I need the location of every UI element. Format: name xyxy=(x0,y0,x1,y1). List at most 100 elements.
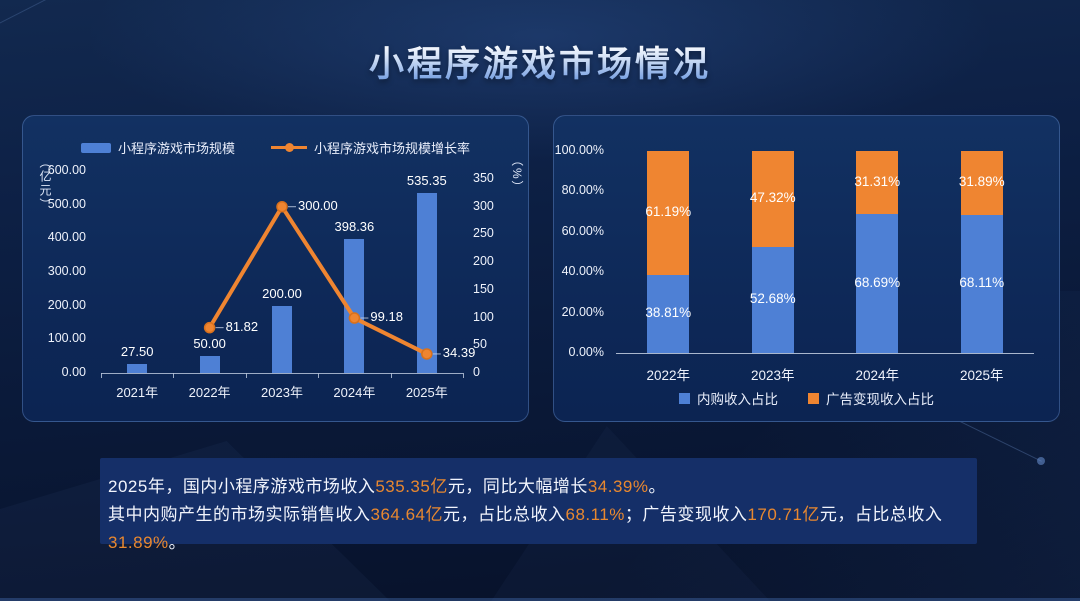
summary-text: 。 xyxy=(648,477,666,496)
summary-text: 2025年，国内小程序游戏市场收入 xyxy=(108,477,376,496)
summary-text: 元，占比总收入 xyxy=(443,505,566,524)
y-axis-tick: 20.00% xyxy=(561,304,604,319)
stacked-chart-plot: 100.00% 80.00% 60.00% 40.00% 20.00% 0.00% 2022… xyxy=(554,116,1059,421)
iap-series-swatch xyxy=(679,392,690,404)
y-axis-tick-left: 100.00 xyxy=(47,331,86,346)
legend-item-ad-share: 广告变现收入占比 xyxy=(808,388,934,408)
right-chart-legend: 内购收入占比 广告变现收入占比 xyxy=(554,388,1059,408)
market-size-bar xyxy=(127,363,148,373)
y-axis-tick-right: 0 xyxy=(473,365,480,379)
x-axis-label: 2022年 xyxy=(646,368,691,383)
y-axis-tick-right: 50 xyxy=(473,337,487,352)
ad-share-segment xyxy=(647,151,690,275)
x-axis-label: 2022年 xyxy=(188,385,231,400)
left-chart-legend: 小程序游戏市场规模 小程序游戏市场规模增长率 xyxy=(23,138,528,157)
bar-value-label: 398.36 xyxy=(334,218,375,234)
x-axis-line xyxy=(101,373,463,374)
revenue-share-chart-panel: 100.00% 80.00% 60.00% 40.00% 20.00% 0.00% 2022… xyxy=(553,115,1060,422)
x-axis-tickmark xyxy=(101,373,102,378)
line-swatch-dot xyxy=(285,143,294,152)
legend-label: 小程序游戏市场规模 xyxy=(117,141,235,156)
x-axis-tickmark xyxy=(318,373,320,378)
x-axis-label: 2024年 xyxy=(855,368,900,383)
y-axis-tick: 40.00% xyxy=(561,264,604,279)
y-axis-tick: 60.00% xyxy=(561,223,604,238)
summary-text: 。 xyxy=(168,533,187,552)
y-axis-tick-left: 400.00 xyxy=(47,230,86,245)
x-axis-label: 2024年 xyxy=(333,385,376,400)
line-value-label: 300.00 xyxy=(298,197,338,213)
line-point-marker xyxy=(203,321,216,334)
bar-value-label: 50.00 xyxy=(193,336,226,352)
y-axis-tick: 0.00% xyxy=(568,345,604,359)
x-axis-label: 2023年 xyxy=(750,368,795,383)
legend-label: 内购收入占比 xyxy=(697,392,778,407)
x-axis-tickmark xyxy=(390,373,392,378)
line-value-label: 34.39 xyxy=(442,344,476,360)
ad-share-segment xyxy=(856,151,899,215)
iap-share-segment xyxy=(960,215,1003,353)
summary-line-2: 其中内购产生的市场实际销售收入364.64亿元，占比总收入68.11%；广告变现… xyxy=(108,501,969,557)
iap-share-label: 52.68% xyxy=(749,290,796,306)
bar-value-label: 200.00 xyxy=(262,285,302,301)
x-axis-label: 2025年 xyxy=(959,368,1004,383)
legend-item-iap-share: 内购收入占比 xyxy=(679,388,778,408)
y-axis-tick-left: 300.00 xyxy=(47,264,86,278)
x-axis-line xyxy=(616,353,1034,354)
market-size-bar xyxy=(272,305,292,373)
y-axis-tick-right: 350 xyxy=(473,171,494,185)
y-axis-tick-left: 200.00 xyxy=(47,297,86,312)
market-size-bar xyxy=(416,192,437,373)
summary-text: 其中内购产生的市场实际销售收入 xyxy=(108,505,371,524)
summary-highlight: 31.89% xyxy=(108,533,169,552)
legend-item-market-size: 小程序游戏市场规模 xyxy=(80,138,235,157)
y-axis-tick-right: 250 xyxy=(473,226,494,241)
ad-share-label: 31.31% xyxy=(854,173,901,189)
x-axis-label: 2023年 xyxy=(261,385,303,400)
decor-bottom-strip xyxy=(0,598,1080,601)
market-size-bar xyxy=(344,238,365,373)
decor-dot xyxy=(1037,457,1045,465)
x-axis-label: 2025年 xyxy=(405,385,448,400)
ad-share-label: 47.32% xyxy=(749,189,796,205)
iap-share-segment xyxy=(856,214,899,353)
legend-label: 广告变现收入占比 xyxy=(826,392,934,407)
iap-share-label: 68.69% xyxy=(854,274,901,290)
x-axis-tickmark xyxy=(245,373,247,378)
bar-value-label: 27.50 xyxy=(120,343,154,359)
y-axis-tick-right: 300 xyxy=(473,198,494,213)
legend-item-growth-rate: 小程序游戏市场规模增长率 xyxy=(271,138,470,157)
y-axis-tick-left: 0.00 xyxy=(61,365,86,379)
combo-chart-plot: 600.00 500.00 400.00 300.00 200.00 100.00 0.00… xyxy=(23,116,528,421)
iap-share-label: 38.81% xyxy=(645,304,692,320)
iap-share-label: 68.11% xyxy=(959,275,1005,291)
page-title: 小程序游戏市场情况 xyxy=(0,36,1080,87)
summary-text: 元，同比大幅增长 xyxy=(447,477,588,496)
ad-share-segment xyxy=(751,151,794,247)
right-axis-unit-label: （%） xyxy=(510,154,524,195)
decor-line xyxy=(0,0,209,31)
y-axis-tick-left: 600.00 xyxy=(47,163,86,177)
iap-share-segment xyxy=(751,246,794,353)
line-series-swatch xyxy=(271,143,307,152)
bar-series-swatch xyxy=(80,142,111,153)
y-axis-tick: 100.00% xyxy=(554,143,604,157)
market-size-chart-panel: 小程序游戏市场规模 小程序游戏市场规模增长率 （亿元） （%） 600.00 50… xyxy=(22,115,529,422)
x-axis-tickmark xyxy=(173,373,175,378)
ad-share-label: 61.19% xyxy=(645,203,692,219)
summary-text: ；广告变现收入 xyxy=(624,505,748,524)
x-axis-label: 2021年 xyxy=(116,385,159,400)
summary-highlight: 364.64亿 xyxy=(370,505,443,524)
x-axis-tickmark xyxy=(463,373,464,378)
summary-text: 元，占比总收入 xyxy=(819,505,943,524)
summary-highlight: 170.71亿 xyxy=(747,505,820,524)
ad-share-segment xyxy=(960,151,1003,216)
line-value-label: 99.18 xyxy=(370,309,403,325)
summary-highlight: 68.11% xyxy=(565,505,625,524)
bar-value-label: 535.35 xyxy=(406,172,447,188)
left-axis-unit-label: （亿元） xyxy=(38,156,52,212)
y-axis-tick-right: 200 xyxy=(473,254,494,269)
y-axis-tick-right: 150 xyxy=(473,281,494,296)
line-value-label: 81.82 xyxy=(225,318,259,334)
